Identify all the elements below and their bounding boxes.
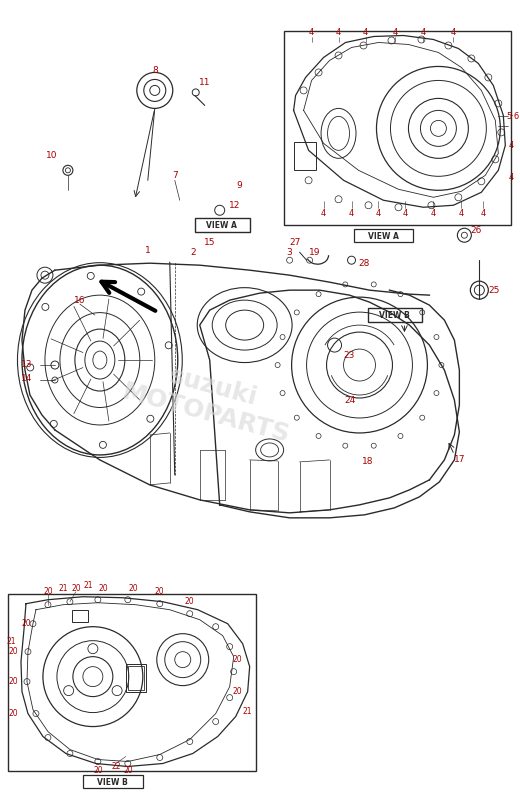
Text: 4: 4: [431, 209, 436, 218]
Text: 4: 4: [309, 28, 314, 37]
Bar: [72, 610, 88, 622]
Bar: [126, 664, 146, 692]
Text: 20: 20: [155, 587, 165, 596]
Bar: [283, 30, 511, 226]
Text: 11: 11: [199, 78, 211, 87]
Text: VIEW A: VIEW A: [368, 232, 399, 241]
Text: 13: 13: [20, 359, 32, 369]
Text: 4: 4: [451, 28, 456, 37]
Bar: [83, 775, 143, 789]
Text: 4: 4: [459, 209, 464, 218]
Text: 28: 28: [359, 258, 370, 268]
Text: 4: 4: [480, 209, 486, 218]
Text: 8: 8: [152, 66, 158, 75]
Text: 20: 20: [185, 598, 194, 606]
Text: suzuki
MOTOPARTS: suzuki MOTOPARTS: [120, 353, 300, 447]
Text: 25: 25: [489, 286, 500, 294]
Text: 22: 22: [111, 762, 121, 771]
Bar: [368, 308, 422, 322]
Text: 20: 20: [233, 655, 242, 664]
Text: 4: 4: [321, 209, 326, 218]
Text: 18: 18: [362, 458, 373, 466]
Text: 20: 20: [128, 584, 138, 594]
Text: 4: 4: [363, 28, 368, 37]
Text: 4: 4: [336, 28, 341, 37]
Text: 20: 20: [43, 587, 53, 596]
Text: 21: 21: [58, 584, 68, 594]
Bar: [128, 666, 144, 690]
Text: 14: 14: [21, 374, 32, 382]
Text: 4: 4: [421, 28, 426, 37]
Text: 4: 4: [509, 173, 514, 182]
Text: 3: 3: [287, 248, 292, 257]
Text: 21: 21: [243, 707, 252, 716]
Text: 1: 1: [145, 246, 151, 254]
Text: 10: 10: [46, 151, 58, 160]
Text: 4: 4: [403, 209, 408, 218]
Text: VIEW A: VIEW A: [206, 221, 237, 230]
Bar: [194, 218, 250, 232]
Text: VIEW B: VIEW B: [97, 778, 128, 787]
Text: 12: 12: [229, 201, 240, 210]
Text: 20: 20: [233, 687, 242, 696]
Text: 20: 20: [123, 766, 133, 775]
Text: 19: 19: [309, 248, 320, 257]
Text: 20: 20: [21, 619, 31, 628]
Text: 4: 4: [393, 28, 398, 37]
Text: 21: 21: [83, 582, 93, 590]
Text: 15: 15: [204, 238, 215, 246]
Text: 27: 27: [289, 238, 300, 246]
Text: 20: 20: [71, 584, 81, 594]
Text: 5·6: 5·6: [506, 112, 520, 121]
Text: 2: 2: [190, 248, 196, 257]
Text: 21: 21: [6, 637, 16, 646]
Text: 7: 7: [172, 171, 178, 180]
Text: 20: 20: [98, 584, 108, 594]
Text: 4: 4: [376, 209, 381, 218]
Text: 20: 20: [8, 647, 18, 656]
Text: 16: 16: [74, 296, 86, 305]
Bar: [354, 230, 413, 242]
Text: 20: 20: [93, 766, 102, 775]
Text: 24: 24: [344, 395, 355, 405]
Bar: [8, 594, 256, 771]
Text: 20: 20: [8, 677, 18, 686]
Bar: [294, 142, 316, 170]
Text: 26: 26: [471, 226, 482, 234]
Text: VIEW B: VIEW B: [379, 310, 410, 320]
Text: 4: 4: [509, 141, 514, 150]
Text: 9: 9: [237, 181, 242, 190]
Text: 4: 4: [349, 209, 354, 218]
Text: 23: 23: [344, 350, 355, 359]
Text: 20: 20: [8, 709, 18, 718]
Text: 17: 17: [453, 455, 465, 465]
